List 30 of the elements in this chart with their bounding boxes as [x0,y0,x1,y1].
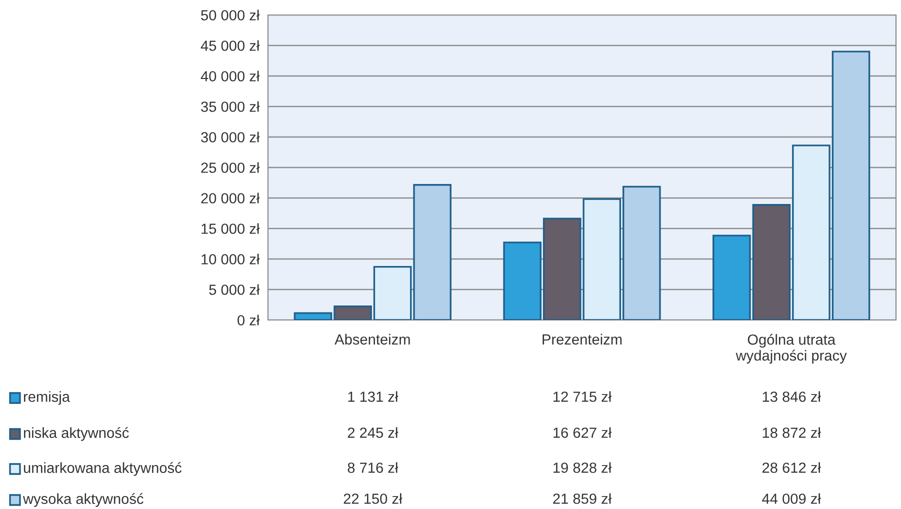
data-label: 22 150 zł [344,493,402,504]
data-label: 8 716 zł [348,462,398,473]
y-tick-label: 40 000 zł [200,70,260,82]
y-tick-label: 20 000 zł [201,192,260,204]
data-label: 18 872 zł [762,427,821,438]
y-tick-label: 50 000 zł [201,10,260,20]
data-label: 13 846 zł [762,391,821,402]
legend-label: umiarkowana aktywność [24,462,182,476]
y-tick-label: 15 000 zł [202,223,260,234]
x-tick-label: Ogólna utrata wydajności pracy [736,334,847,364]
data-label: 2 245 zł [348,427,398,438]
x-tick-label: Absenteizm [334,334,410,345]
y-tick-label: 45 000 zł [200,40,260,51]
y-tick-label: 0 zł [238,314,260,326]
y-tick-label: 10 000 zł [202,254,260,264]
legend-label: remisja [24,391,70,405]
legend-label: wysoka aktywność [22,493,144,507]
y-tick-label: 25 000 zł [201,162,260,173]
data-label: 16 627 zł [554,427,612,438]
y-tick-label: 35 000 zł [201,101,260,112]
data-label: 44 009 zł [762,493,821,504]
y-tick-label: 5 000 zł [209,284,260,295]
data-label: 1 131 zł [348,391,398,402]
y-tick-label: 30 000 zł [201,132,260,142]
legend-label: niska aktywność [24,427,129,441]
data-label: 28 612 zł [762,462,821,473]
x-tick-label: Prezenteizm [542,334,622,345]
data-label: 21 859 zł [553,493,612,504]
data-label: 19 828 zł [554,462,612,473]
data-label: 12 715 zł [554,391,612,402]
